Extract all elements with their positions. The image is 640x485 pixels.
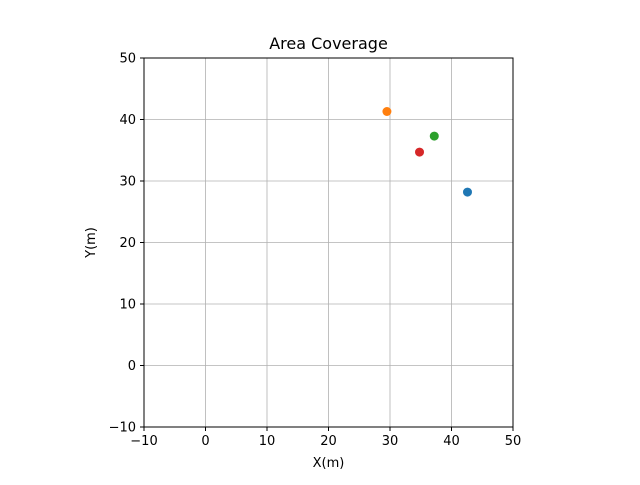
- y-tick-label: 30: [119, 175, 136, 190]
- scatter-point: [415, 147, 425, 157]
- y-tick-label: 10: [119, 298, 136, 313]
- y-tick-label: 0: [128, 359, 136, 374]
- scatter-point: [462, 187, 472, 197]
- x-tick-label: −10: [130, 434, 157, 449]
- plot-frame: [143, 57, 514, 428]
- x-tick-label: 20: [320, 434, 337, 449]
- x-tick-label: 0: [201, 434, 209, 449]
- x-axis-label: X(m): [313, 456, 345, 471]
- x-tick-label: 30: [382, 434, 399, 449]
- x-tick-label: 10: [259, 434, 276, 449]
- x-tick-label: 50: [505, 434, 522, 449]
- y-tick-label: 40: [119, 113, 136, 128]
- y-axis-label: Y(m): [84, 227, 99, 259]
- y-tick-label: 50: [119, 52, 136, 67]
- y-tick-label: 20: [119, 236, 136, 251]
- axis-ticks: −10 0 10 20 30 40 50 −10 0 10 20 30 40 50: [109, 52, 522, 450]
- data-points: [382, 107, 472, 197]
- scatter-point: [382, 107, 392, 117]
- scatter-point: [429, 131, 439, 141]
- y-tick-label: −10: [109, 421, 136, 436]
- chart-title: Area Coverage: [269, 34, 388, 53]
- x-tick-label: 40: [443, 434, 460, 449]
